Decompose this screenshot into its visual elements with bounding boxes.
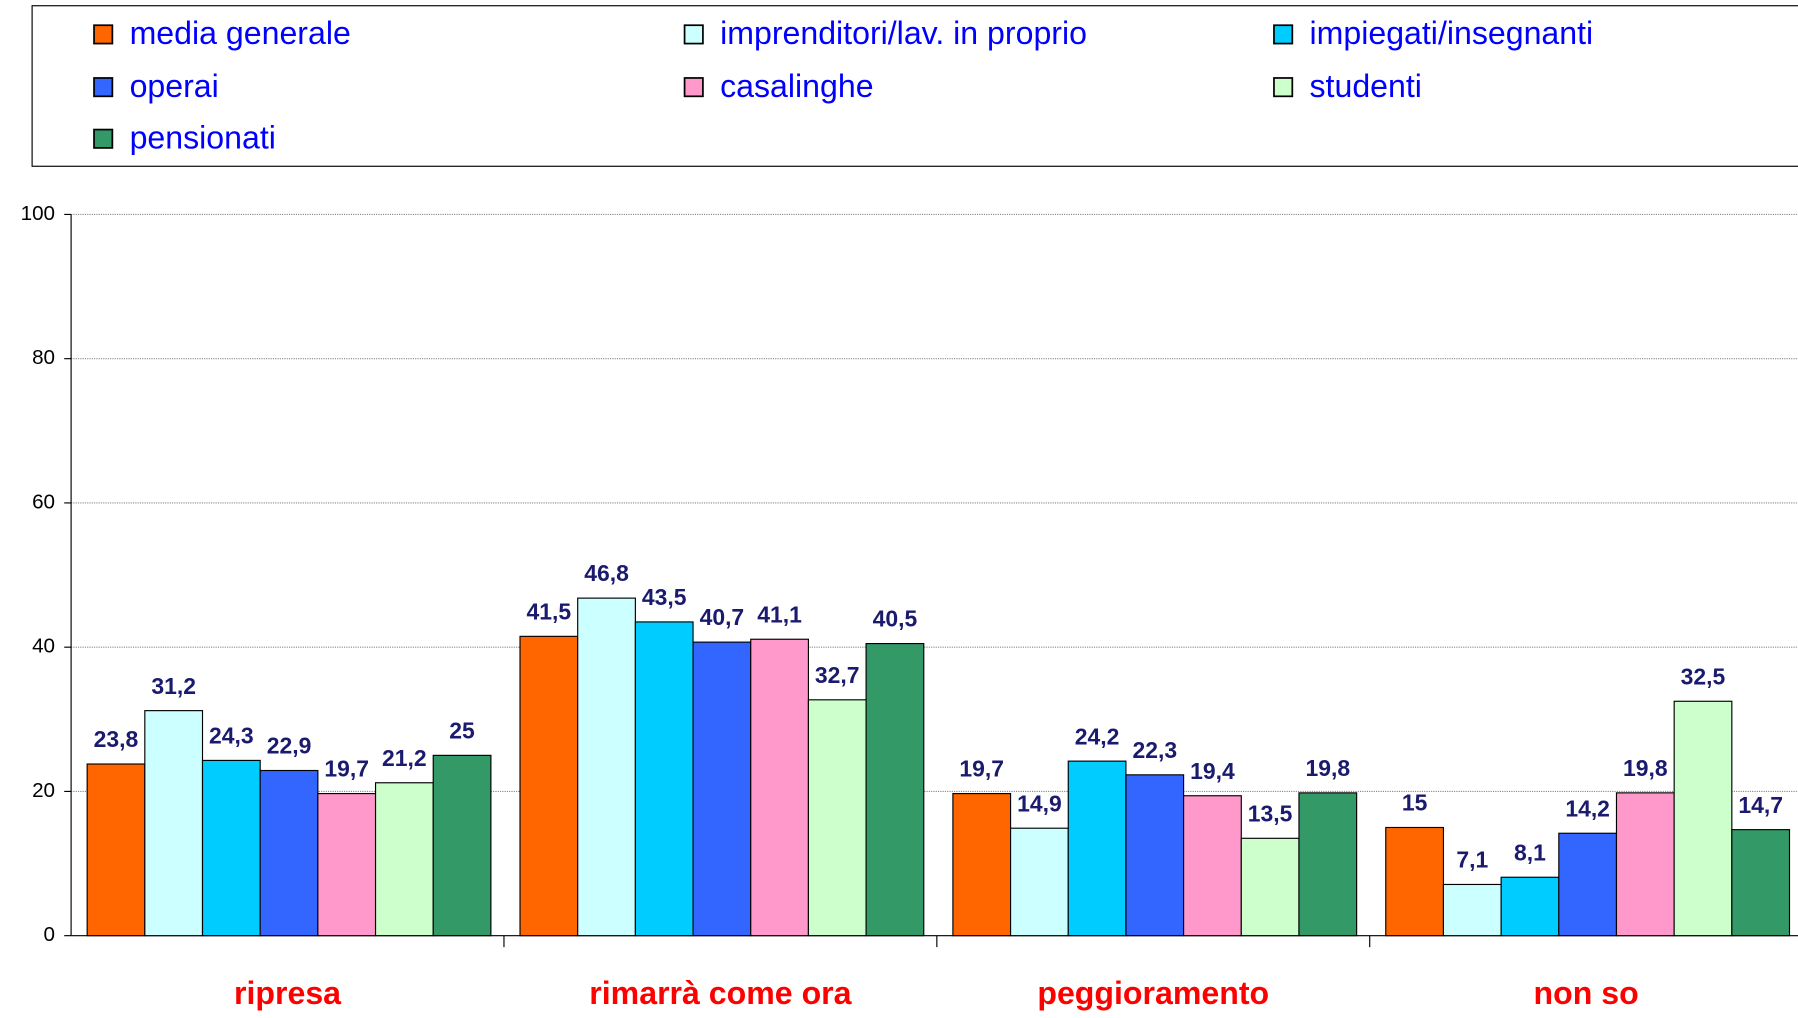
bar: [1067, 760, 1127, 937]
bar: [1298, 792, 1358, 937]
bar: [1615, 792, 1675, 937]
y-tick-label: 100: [21, 202, 55, 225]
bar: [952, 793, 1012, 937]
y-tick-label: 40: [32, 635, 55, 658]
data-label: 22,3: [1132, 737, 1177, 763]
data-label: 13,5: [1248, 800, 1293, 826]
bar: [1240, 837, 1300, 937]
data-label: 31,2: [151, 673, 196, 699]
data-label: 14,2: [1565, 795, 1610, 821]
y-tick-label: 60: [32, 490, 55, 513]
data-label: 14,9: [1017, 790, 1062, 816]
x-tick-label: rimarrà come ora: [589, 975, 852, 1011]
x-tick-label: ripresa: [234, 975, 342, 1011]
legend-box: [31, 5, 1798, 167]
data-label: 24,2: [1075, 723, 1120, 749]
bar: [259, 769, 319, 937]
bar: [1673, 700, 1733, 937]
bar: [1385, 826, 1445, 937]
bar: [1183, 795, 1242, 937]
legend-swatch: [93, 128, 114, 149]
data-label: 15: [1402, 790, 1428, 816]
data-label: 21,2: [382, 745, 427, 771]
data-label: 24,3: [209, 723, 254, 749]
data-label: 32,5: [1681, 663, 1726, 689]
legend-label: operai: [130, 68, 219, 104]
bar: [807, 699, 867, 937]
bar: [317, 793, 377, 937]
data-label: 19,4: [1190, 758, 1235, 784]
data-label: 43,5: [642, 584, 687, 610]
legend-swatch: [683, 77, 704, 98]
bar: [1731, 829, 1791, 937]
legend-label: pensionati: [130, 119, 276, 155]
bar: [692, 641, 752, 937]
data-label: 40,7: [700, 604, 745, 630]
x-tick-label: non so: [1534, 975, 1639, 1011]
legend-swatch: [93, 77, 114, 98]
bar: [201, 759, 261, 937]
legend-label: casalinghe: [720, 68, 873, 104]
bar: [750, 638, 809, 937]
data-label: 8,1: [1514, 839, 1546, 865]
bar: [1442, 883, 1502, 937]
data-label: 23,8: [94, 726, 139, 752]
data-label: 19,7: [324, 756, 369, 782]
bar: [1125, 774, 1185, 937]
bar: [1500, 876, 1560, 937]
legend-swatch: [1273, 24, 1294, 45]
bar: [432, 754, 492, 937]
bar: [865, 642, 925, 937]
bar: [144, 710, 204, 937]
data-label: 19,8: [1305, 755, 1350, 781]
data-label: 22,9: [267, 733, 312, 759]
legend-swatch: [93, 24, 114, 45]
data-label: 25: [449, 717, 475, 743]
data-label: 41,1: [757, 601, 802, 627]
legend-label: studenti: [1310, 68, 1422, 104]
y-tick-label: 20: [32, 779, 55, 802]
bar: [86, 763, 146, 937]
x-tick-label: peggioramento: [1037, 975, 1269, 1011]
legend-label: media generale: [130, 15, 351, 51]
y-tick-label: 0: [44, 923, 55, 946]
data-label: 41,5: [527, 598, 572, 624]
data-label: 46,8: [584, 560, 629, 586]
legend-swatch: [683, 24, 704, 45]
data-label: 40,5: [873, 606, 918, 632]
bar: [1009, 827, 1069, 937]
bar: [374, 782, 434, 937]
legend-label: impiegati/insegnanti: [1310, 15, 1594, 51]
legend-swatch: [1273, 77, 1294, 98]
bar: [577, 597, 636, 937]
data-label: 19,7: [959, 756, 1004, 782]
y-tick-label: 80: [32, 346, 55, 369]
data-label: 32,7: [815, 662, 860, 688]
data-label: 19,8: [1623, 755, 1668, 781]
legend-label: imprenditori/lav. in proprio: [720, 15, 1087, 51]
bar: [519, 635, 579, 937]
data-label: 7,1: [1456, 847, 1488, 873]
bar: [1558, 832, 1618, 937]
data-label: 14,7: [1738, 792, 1783, 818]
bar: [634, 621, 694, 937]
